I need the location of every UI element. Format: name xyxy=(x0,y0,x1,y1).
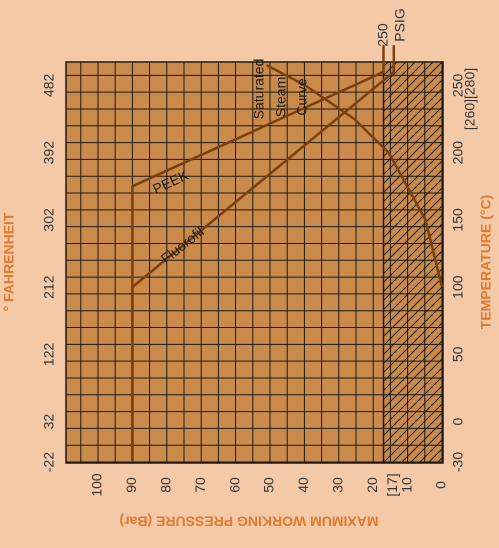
pressure-tick-label: 0 xyxy=(433,481,449,489)
celsius-tick-label: 0 xyxy=(450,418,466,426)
pressure-tick-label: 60 xyxy=(226,477,242,493)
pressure-tick-label: 70 xyxy=(192,477,208,493)
pressure-tick-label: 50 xyxy=(261,477,277,493)
grid-lines xyxy=(65,61,444,464)
fahrenheit-tick-label: 482 xyxy=(41,74,57,98)
steam-curve-line xyxy=(266,64,444,288)
pressure-extra-tick-label: [17] xyxy=(384,473,400,496)
plot-border xyxy=(65,61,444,464)
celsius-tick-label: -30 xyxy=(450,452,466,472)
celsius-tick-label: 50 xyxy=(450,346,466,362)
pressure-tick-label: 90 xyxy=(123,477,139,493)
steam-curve-label-line3: Curve xyxy=(294,78,310,116)
pressure-tick-label: 30 xyxy=(330,477,346,493)
fahrenheit-tick-label: 212 xyxy=(41,275,57,299)
steam-curve-label-line2: Steam xyxy=(273,77,289,117)
celsius-tick-label: 200 xyxy=(450,141,466,165)
pressure-tick-label: 100 xyxy=(89,473,105,497)
psig-label-line2: PSIG xyxy=(392,8,408,41)
psig-label-line1: 250 xyxy=(375,23,391,47)
celsius-extra-label: [260][280] xyxy=(462,68,478,130)
pressure-tick-label: 40 xyxy=(295,477,311,493)
series-line-fluorofil xyxy=(131,45,396,462)
fahrenheit-tick-label: 32 xyxy=(41,414,57,430)
steam-curve-label-line1: Saturated xyxy=(251,59,267,120)
celsius-tick-label: 250 xyxy=(450,74,466,98)
fahrenheit-tick-label: 392 xyxy=(41,141,57,165)
celsius-axis-ticks: -30 0 50 100 150 200 250 xyxy=(450,74,466,473)
hatched-safe-region xyxy=(383,62,443,463)
celsius-tick-label: 100 xyxy=(450,275,466,299)
fahrenheit-tick-label: 302 xyxy=(41,208,57,232)
fahrenheit-axis-title: ° FAHRENHEIT xyxy=(1,212,17,311)
celsius-tick-label: 150 xyxy=(450,208,466,232)
pressure-tick-label: 10 xyxy=(398,477,414,493)
series-lines xyxy=(131,45,444,462)
pressure-axis-ticks: 100 90 80 70 60 50 40 30 20 10 0[17] xyxy=(89,473,449,497)
fahrenheit-tick-label: 122 xyxy=(41,343,57,367)
pressure-axis-title: MAXIMUM WORKING PRESSURE (Bar) xyxy=(119,513,378,529)
pressure-tick-label: 20 xyxy=(364,477,380,493)
pressure-tick-label: 80 xyxy=(158,477,174,493)
celsius-axis-title: TEMPERATURE (°C) xyxy=(478,195,494,329)
fahrenheit-axis-ticks: -22 32 122 212 302 392 482 xyxy=(41,74,57,473)
fahrenheit-tick-label: -22 xyxy=(41,452,57,472)
plot-area xyxy=(66,62,443,463)
